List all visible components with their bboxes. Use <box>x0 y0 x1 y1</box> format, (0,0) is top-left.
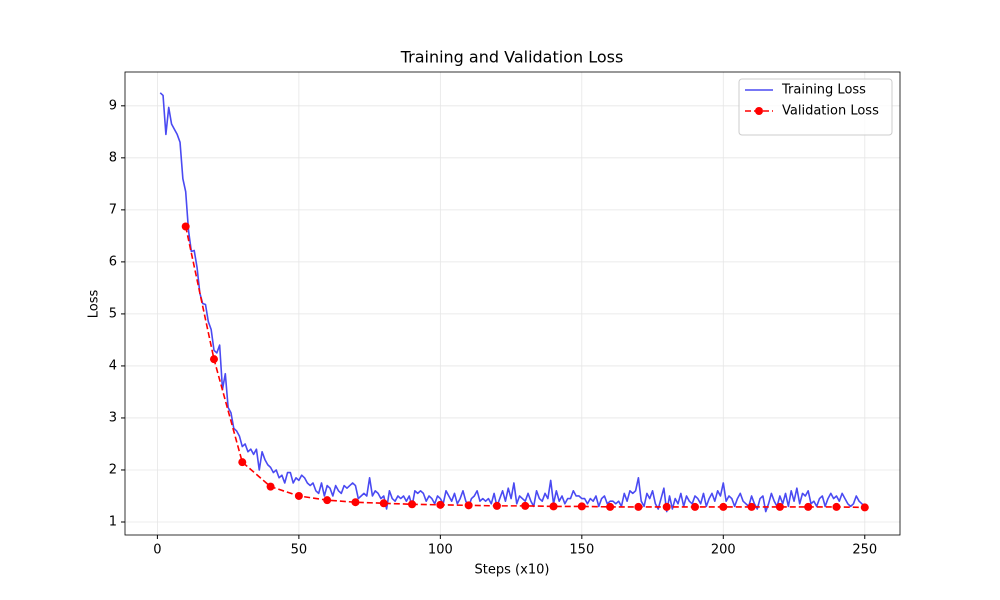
x-tick-label: 0 <box>153 543 161 558</box>
y-tick-label: 2 <box>109 462 117 477</box>
y-tick-label: 9 <box>109 98 117 113</box>
y-tick-label: 5 <box>109 306 117 321</box>
data-point <box>351 498 360 507</box>
chart-title: Training and Validation Loss <box>400 48 624 67</box>
x-tick-label: 250 <box>852 543 877 558</box>
data-point <box>492 501 501 510</box>
data-point <box>606 502 615 511</box>
data-point <box>323 496 332 505</box>
legend-label: Training Loss <box>781 83 866 98</box>
data-point <box>634 502 643 511</box>
x-tick-label: 150 <box>569 543 594 558</box>
data-point <box>464 501 473 510</box>
data-point <box>662 502 671 511</box>
legend-label: Validation Loss <box>782 104 879 119</box>
legend-box <box>738 78 893 136</box>
data-point <box>691 502 700 511</box>
data-point <box>747 502 756 511</box>
series-line <box>184 226 865 509</box>
y-tick-label: 8 <box>109 150 117 165</box>
x-tick-label: 50 <box>291 543 308 558</box>
legend-marker <box>755 107 763 115</box>
data-point <box>521 501 530 510</box>
data-point <box>775 502 784 511</box>
data-point <box>294 491 303 500</box>
data-point <box>549 502 558 511</box>
data-point <box>266 482 275 491</box>
data-point <box>436 500 445 509</box>
y-tick-label: 4 <box>109 358 117 373</box>
data-point <box>379 499 388 508</box>
y-tick-label: 1 <box>109 514 117 529</box>
data-point <box>238 458 247 467</box>
data-point <box>577 502 586 511</box>
y-axis-label: Loss <box>87 290 102 319</box>
y-tick-label: 6 <box>109 254 117 269</box>
data-point <box>804 502 813 511</box>
plot-frame <box>124 71 901 536</box>
y-tick-label: 3 <box>109 410 117 425</box>
y-tick-label: 7 <box>109 202 117 217</box>
series-line <box>159 92 866 513</box>
data-point <box>181 222 190 231</box>
x-axis-label: Steps (x10) <box>475 563 550 578</box>
x-tick-label: 100 <box>428 543 453 558</box>
data-point <box>209 355 218 364</box>
data-point <box>719 502 728 511</box>
data-point <box>408 500 417 509</box>
data-point <box>860 503 869 512</box>
x-tick-label: 200 <box>711 543 736 558</box>
data-point <box>832 502 841 511</box>
